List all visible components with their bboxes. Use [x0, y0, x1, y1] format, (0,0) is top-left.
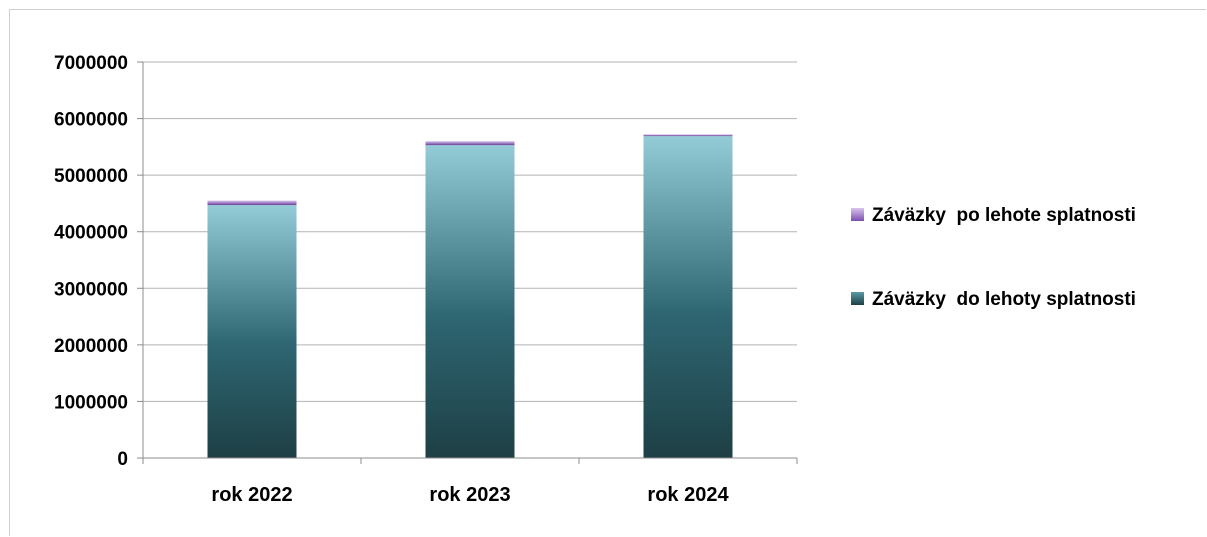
- legend-swatch-po-lehote: [851, 208, 864, 221]
- x-tick-label: rok 2023: [429, 484, 510, 506]
- y-tick-labels: 0 1000000 2000000 3000000 4000000 5000000 6000…: [54, 53, 128, 470]
- axes: [142, 62, 798, 464]
- chart-frame: [9, 9, 1206, 536]
- x-tick-label: rok 2024: [647, 484, 729, 506]
- legend-label-po-lehote: Záväzky po lehote splatnosti: [872, 205, 1136, 226]
- legend-label-do-lehoty: Záväzky do lehoty splatnosti: [872, 289, 1136, 310]
- y-tick-label: 0: [117, 449, 128, 470]
- y-tick-label: 7000000: [54, 53, 128, 74]
- x-tick-label: rok 2022: [211, 484, 292, 506]
- y-tick-label: 5000000: [54, 166, 128, 187]
- y-tick-label: 3000000: [54, 279, 128, 300]
- bar-po-lehote-0: [207, 200, 297, 206]
- y-tick-label: 6000000: [54, 110, 128, 131]
- bar-do-lehoty-1: [425, 145, 515, 458]
- legend-swatch-do-lehoty: [851, 292, 864, 305]
- bars: [207, 134, 733, 458]
- bar-do-lehoty-2: [643, 136, 733, 458]
- bar-do-lehoty-0: [207, 205, 297, 458]
- y-tick-label: 1000000: [54, 392, 128, 413]
- legend: Záväzky po lehote splatnosti Záväzky do …: [851, 205, 1136, 310]
- bar-po-lehote-2: [643, 134, 733, 137]
- x-tick-labels: rok 2022 rok 2023 rok 2024: [211, 484, 729, 506]
- bar-po-lehote-1: [425, 141, 515, 146]
- y-tick-label: 2000000: [54, 336, 128, 357]
- y-tick-label: 4000000: [54, 223, 128, 244]
